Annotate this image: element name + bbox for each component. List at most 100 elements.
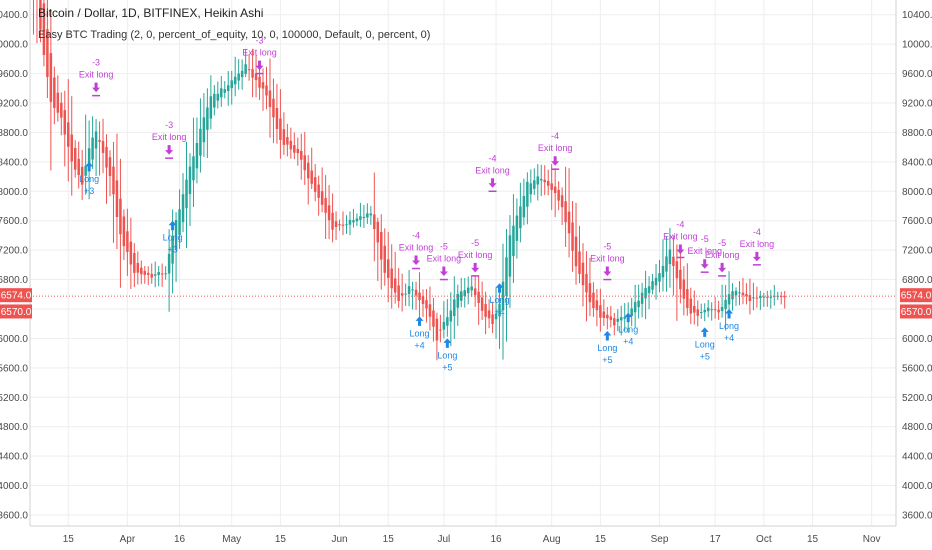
- candle: [56, 75, 60, 122]
- candle: [49, 9, 53, 171]
- candle-body: [119, 198, 122, 235]
- candle: [167, 229, 171, 312]
- candle-body: [400, 293, 404, 296]
- candle-body: [699, 311, 703, 313]
- candle: [320, 167, 324, 213]
- x-tick-label: Oct: [756, 534, 772, 545]
- x-tick-label: 16: [174, 534, 186, 545]
- candle: [84, 114, 87, 195]
- candle: [373, 172, 376, 262]
- candle: [63, 90, 67, 167]
- candle-body: [453, 299, 456, 316]
- trade-annotations: -3 Exit long Long +3 -3 Exit long Long +3 -3 Exit…: [79, 36, 774, 373]
- candle-body: [543, 179, 546, 183]
- candle-body: [779, 296, 783, 298]
- long-arrow-icon: [85, 161, 94, 172]
- x-tick-label: Nov: [863, 534, 881, 545]
- candle-body: [557, 189, 560, 201]
- candle-body: [766, 296, 769, 298]
- candle: [418, 272, 421, 317]
- exit-text-label: Exit long: [427, 254, 462, 264]
- candle: [160, 263, 164, 287]
- candle: [421, 289, 425, 318]
- candle-body: [73, 147, 77, 170]
- candle: [557, 181, 560, 211]
- candle-body: [216, 93, 220, 101]
- candle: [359, 202, 362, 228]
- long-text-label: Long: [490, 295, 510, 305]
- candle-body: [585, 273, 588, 293]
- exit-qty-label: -3: [165, 120, 173, 130]
- candle-body: [745, 293, 748, 297]
- candle-body: [564, 201, 567, 223]
- long-arrow-icon: [168, 220, 177, 231]
- candle-body: [178, 209, 181, 236]
- candle-body: [373, 214, 376, 230]
- candle-body: [599, 305, 602, 318]
- candle-body: [515, 215, 519, 241]
- candle: [460, 277, 463, 308]
- candle: [654, 264, 658, 300]
- candle: [220, 76, 223, 107]
- y-tick-label-right: 4800.0: [902, 422, 932, 433]
- candle: [710, 302, 713, 321]
- candle: [352, 208, 355, 228]
- x-tick-label: Jul: [437, 534, 450, 545]
- candle: [553, 168, 557, 218]
- candle: [473, 276, 477, 307]
- candle-body: [623, 317, 626, 319]
- candle: [779, 291, 783, 305]
- candle: [682, 266, 686, 316]
- candle-body: [150, 273, 153, 278]
- candle: [463, 278, 466, 308]
- candle: [400, 273, 404, 312]
- candle-body: [522, 196, 526, 218]
- long-qty-label: +5: [700, 351, 710, 361]
- candle: [80, 149, 84, 201]
- candle-body: [261, 82, 265, 89]
- candle-body: [313, 177, 317, 192]
- exit-long-marker: -5 Exit long: [590, 242, 625, 281]
- candle-body: [160, 273, 164, 275]
- candle-body: [463, 290, 466, 297]
- candle: [602, 299, 606, 327]
- candle-body: [153, 274, 157, 276]
- exit-long-marker: -3 Exit long: [79, 58, 113, 97]
- candle-body: [592, 292, 595, 309]
- candle: [237, 59, 240, 90]
- y-tick-label-left: 4000.0: [0, 481, 28, 492]
- candle-body: [226, 85, 230, 91]
- long-text-label: Long: [410, 328, 430, 338]
- candle: [477, 276, 480, 325]
- exit-long-marker: -5 Exit long: [687, 234, 722, 273]
- candle-body: [571, 222, 574, 251]
- candle-body: [762, 296, 766, 298]
- exit-arrow-icon: [255, 60, 264, 71]
- candle: [230, 70, 233, 105]
- candle: [672, 235, 675, 296]
- candle: [397, 268, 400, 308]
- exit-text-label: Exit long: [399, 243, 434, 253]
- candle-body: [637, 300, 640, 308]
- candle: [647, 276, 651, 310]
- candle-body: [327, 205, 331, 221]
- candle: [310, 147, 313, 190]
- candle-body: [258, 76, 261, 88]
- price-tag-left: 6570.0: [0, 304, 32, 319]
- candle: [755, 286, 759, 308]
- candle-body: [470, 286, 473, 291]
- candle-body: [213, 93, 216, 108]
- candle: [268, 58, 272, 138]
- candle: [345, 215, 348, 234]
- long-qty-label: +4: [724, 333, 734, 343]
- y-tick-label-left: 8800.0: [0, 128, 28, 139]
- candle-body: [171, 236, 174, 264]
- candle-body: [505, 257, 508, 296]
- candle: [185, 141, 188, 249]
- long-qty-label: +5: [442, 362, 452, 372]
- candle-body: [46, 29, 49, 78]
- price-tag-right: 6574.0: [900, 288, 932, 303]
- candle: [414, 281, 418, 310]
- chart-title: Bitcoin / Dollar, 1D, BITFINEX, Heikin A…: [38, 6, 263, 20]
